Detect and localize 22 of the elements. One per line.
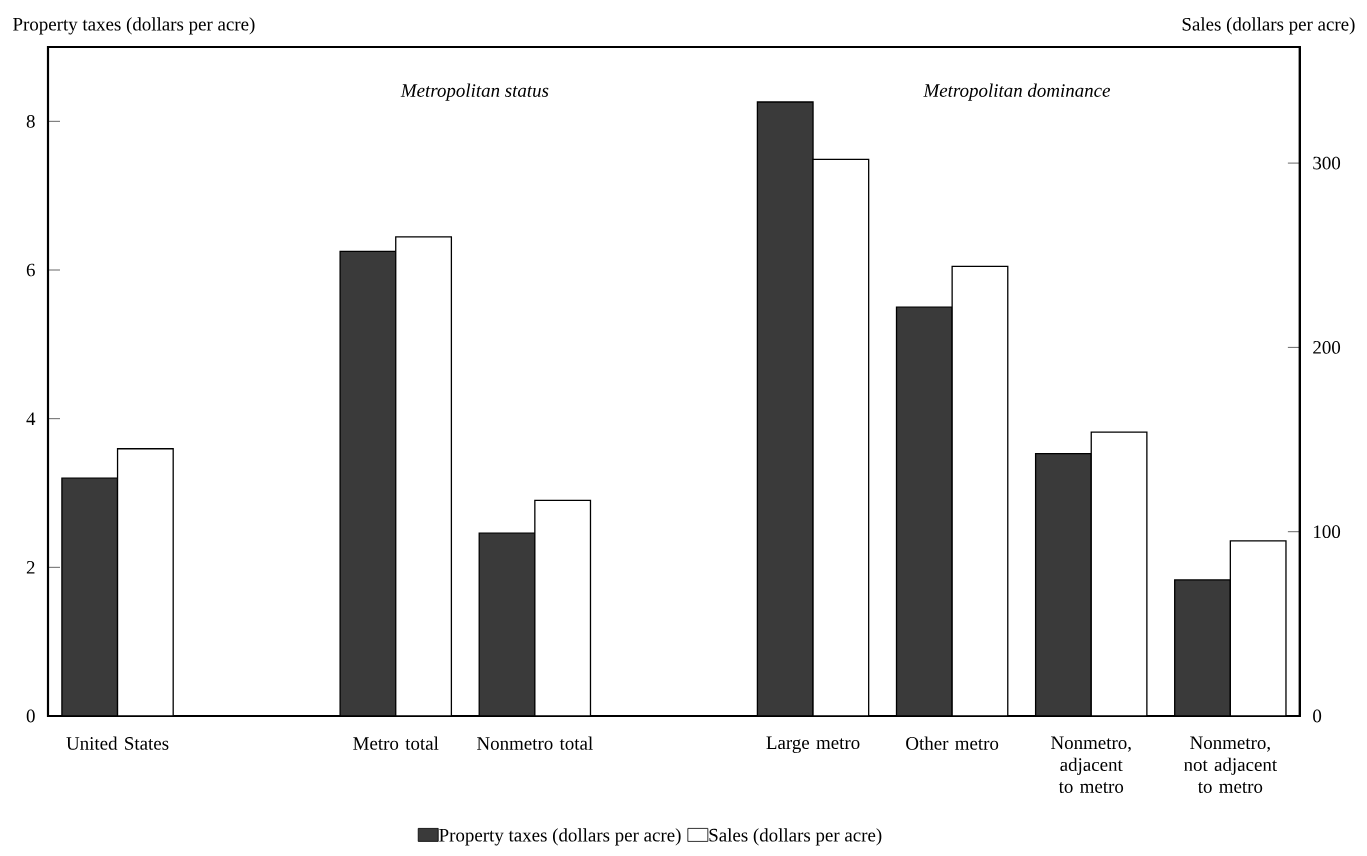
x-tick-label: Other metro (906, 736, 999, 750)
annotation: Metropolitan dominance (923, 83, 1111, 101)
legend-label: Sales (dollars per acre) (709, 828, 882, 846)
y2-tick-label: 0 (1313, 709, 1322, 723)
y2-tick-label: 300 (1313, 156, 1341, 170)
x-tick-label: Nonmetro total (477, 736, 593, 750)
y-tick-label: 2 (26, 561, 35, 574)
y2-tick-label: 200 (1313, 341, 1341, 354)
y-tick-label: 4 (26, 412, 36, 425)
legend-label: Property taxes (dollars per acre) (439, 828, 681, 846)
y2-tick-label: 100 (1314, 525, 1341, 539)
x-tick-label: Large metro (766, 736, 860, 753)
y-axis-title: Property taxes (dollars per acre) (13, 17, 255, 35)
x-tick-label: United States (66, 736, 169, 750)
x-tick-label: Metro total (353, 736, 439, 750)
y-tick-label: 8 (26, 114, 35, 128)
y2-axis-title: Sales (dollars per acre) (1182, 17, 1355, 35)
x-tick-label: Nonmetro, adjacent to metro (1051, 736, 1131, 793)
annotation: Metropolitan status (400, 83, 549, 101)
y-tick-label: 6 (26, 263, 35, 277)
x-tick-label: Nonmetro, not adjacent to metro (1183, 736, 1277, 793)
y-tick-label: 0 (26, 709, 35, 723)
